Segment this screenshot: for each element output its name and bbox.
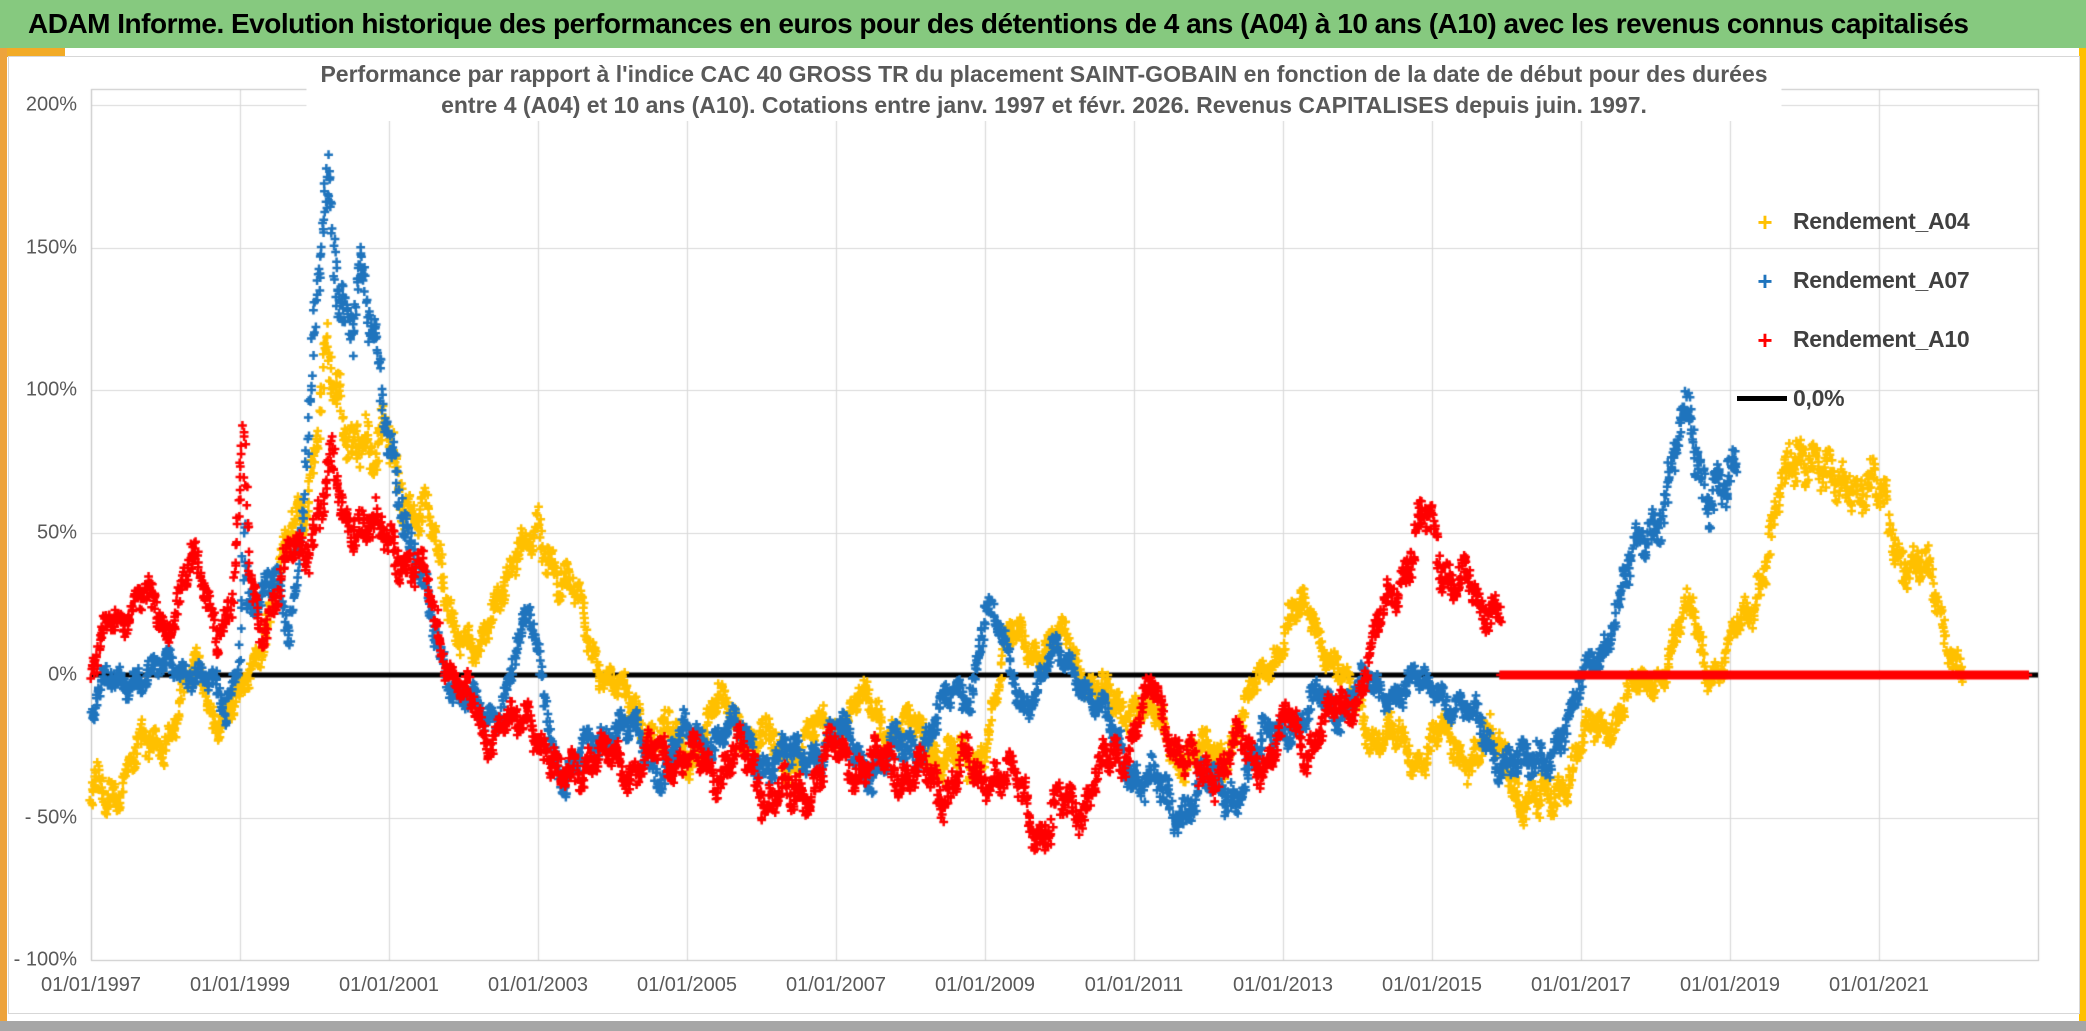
legend-label: Rendement_A04 bbox=[1793, 208, 1970, 234]
legend-label: Rendement_A10 bbox=[1793, 326, 1970, 352]
chart-title-line1: Performance par rapport à l'indice CAC 4… bbox=[320, 61, 1768, 87]
y-axis-tick-label: 150% bbox=[25, 236, 77, 258]
x-axis-tick-label: 01/01/2015 bbox=[1381, 974, 1483, 996]
y-axis-tick-label: 100% bbox=[25, 378, 77, 401]
right-edge-strip bbox=[2079, 48, 2086, 1031]
chart-title: Performance par rapport à l'indice CAC 4… bbox=[306, 59, 1782, 121]
plus-marker-icon: + bbox=[1757, 206, 1773, 237]
x-axis-tick-label: 01/01/2021 bbox=[1828, 974, 1930, 996]
plus-marker-icon: + bbox=[1757, 265, 1773, 296]
x-axis-tick-label: 01/01/2007 bbox=[785, 974, 887, 996]
scatter-chart-canvas bbox=[9, 57, 2079, 1013]
y-axis-tick-label: - 50% bbox=[24, 806, 77, 828]
x-axis-tick-label: 01/01/2005 bbox=[636, 974, 738, 996]
chart-legend: + Rendement_A04 + Rendement_A07 + Rendem… bbox=[1737, 192, 2037, 428]
y-axis-tick-label: 50% bbox=[36, 521, 77, 543]
x-axis-tick-label: 01/01/2003 bbox=[487, 974, 589, 996]
page-title: ADAM Informe. Evolution historique des p… bbox=[28, 8, 1969, 39]
x-axis-tick-label: 01/01/2009 bbox=[934, 974, 1036, 996]
chart-title-line2: entre 4 (A04) et 10 ans (A10). Cotations… bbox=[441, 92, 1647, 118]
y-axis-tick-label: - 100% bbox=[13, 948, 77, 971]
title-bar: ADAM Informe. Evolution historique des p… bbox=[0, 0, 2086, 48]
x-axis-tick-label: 01/01/2011 bbox=[1084, 974, 1184, 996]
zero-line-sample-icon bbox=[1737, 396, 1787, 401]
left-accent-tab bbox=[7, 48, 65, 57]
legend-item-a10[interactable]: + Rendement_A10 bbox=[1737, 310, 2037, 369]
x-axis-tick-label: 01/01/2017 bbox=[1530, 974, 1632, 996]
bottom-scroll-strip bbox=[0, 1021, 2086, 1031]
chart-frame: Performance par rapport à l'indice CAC 4… bbox=[8, 56, 2080, 1014]
legend-item-a07[interactable]: + Rendement_A07 bbox=[1737, 251, 2037, 310]
legend-item-a04[interactable]: + Rendement_A04 bbox=[1737, 192, 2037, 251]
legend-label: 0,0% bbox=[1793, 385, 1845, 411]
x-axis-tick-label: 01/01/1999 bbox=[189, 974, 291, 996]
plus-marker-icon: + bbox=[1757, 324, 1773, 355]
x-axis-tick-label: 01/01/1997 bbox=[40, 974, 142, 996]
y-axis-tick-label: 200% bbox=[25, 93, 77, 116]
legend-label: Rendement_A07 bbox=[1793, 267, 1970, 293]
y-axis-tick-label: 0% bbox=[48, 663, 77, 686]
x-axis-tick-label: 01/01/2013 bbox=[1232, 974, 1334, 996]
legend-item-zero-line[interactable]: 0,0% bbox=[1737, 369, 2037, 428]
left-edge-strip bbox=[0, 48, 7, 1031]
x-axis-tick-label: 01/01/2019 bbox=[1679, 974, 1781, 996]
x-axis-tick-label: 01/01/2001 bbox=[338, 974, 440, 996]
